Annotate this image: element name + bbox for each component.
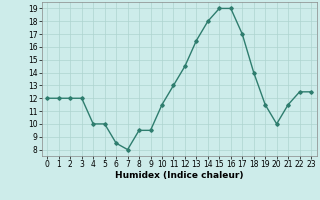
X-axis label: Humidex (Indice chaleur): Humidex (Indice chaleur) [115, 171, 244, 180]
